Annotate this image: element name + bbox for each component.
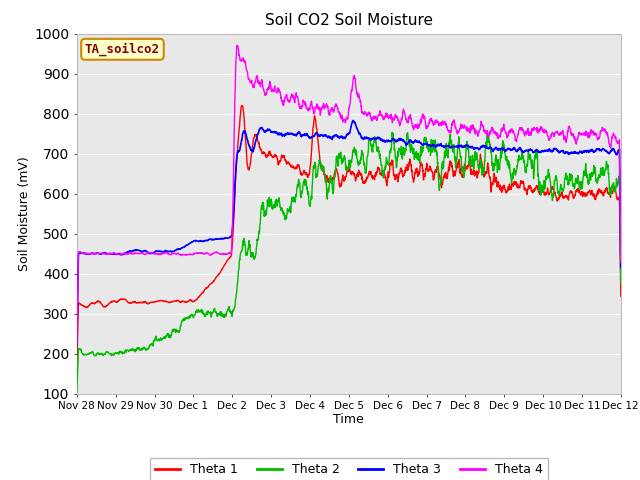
- Legend: Theta 1, Theta 2, Theta 3, Theta 4: Theta 1, Theta 2, Theta 3, Theta 4: [150, 458, 548, 480]
- Title: Soil CO2 Soil Moisture: Soil CO2 Soil Moisture: [265, 13, 433, 28]
- Text: TA_soilco2: TA_soilco2: [85, 43, 160, 56]
- Y-axis label: Soil Moisture (mV): Soil Moisture (mV): [19, 156, 31, 271]
- X-axis label: Time: Time: [333, 413, 364, 426]
